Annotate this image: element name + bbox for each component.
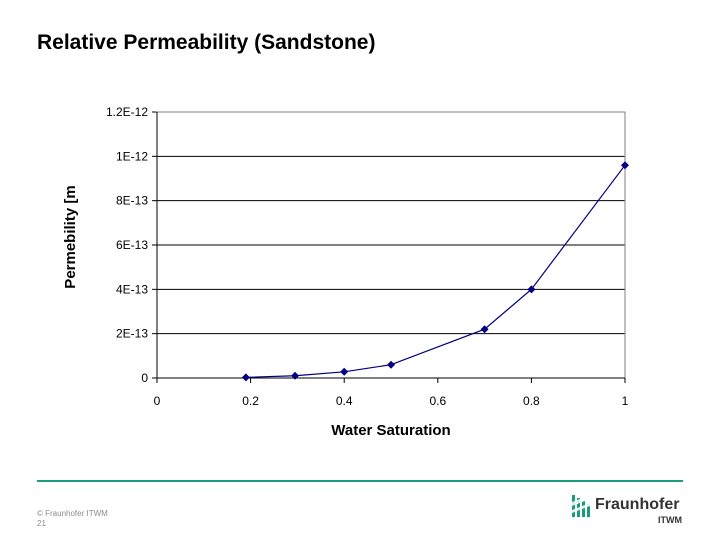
- slide-title: Relative Permeability (Sandstone): [37, 31, 376, 54]
- data-point: [291, 371, 300, 380]
- y-tick-label: 8E-13: [116, 194, 148, 208]
- fraunhofer-logo-icon: [572, 495, 590, 517]
- y-tick-label: 2E-13: [116, 327, 148, 341]
- data-point: [340, 367, 349, 376]
- y-tick-label: 1E-12: [116, 149, 148, 163]
- x-tick-label: 0.6: [429, 394, 446, 408]
- y-tick-label: 1.2E-12: [106, 105, 148, 119]
- y-tick-label: 4E-13: [116, 282, 148, 296]
- x-tick-label: 1: [622, 394, 629, 408]
- y-axis-title: Permebility [m: [62, 185, 79, 288]
- x-tick-label: 0.8: [523, 394, 540, 408]
- fraunhofer-logo: Fraunhofer ITWM: [570, 493, 690, 531]
- x-tick-label: 0.4: [336, 394, 353, 408]
- data-point: [241, 373, 250, 382]
- permeability-chart: 0 2E-13 4E-13 6E-13 8E-13 1E-12 1.2E-12 0 0.2 0.4…: [62, 105, 629, 439]
- data-point: [527, 285, 536, 294]
- x-axis-title: Water Saturation: [331, 422, 450, 439]
- page-number: 21: [37, 519, 46, 528]
- y-tick-label: 6E-13: [116, 238, 148, 252]
- logo-sub: ITWM: [658, 515, 682, 525]
- data-point: [480, 325, 489, 334]
- data-point: [621, 161, 629, 170]
- x-tick-label: 0.2: [242, 394, 259, 408]
- data-point: [387, 360, 395, 369]
- y-tick-label: 0: [141, 371, 148, 385]
- copyright-text: © Fraunhofer ITWM: [37, 509, 108, 518]
- series-line: [245, 164, 626, 378]
- x-tick-label: 0: [154, 394, 161, 408]
- logo-name: Fraunhofer: [595, 496, 680, 513]
- footer: © Fraunhofer ITWM 21: [37, 509, 108, 529]
- footer-divider: [37, 480, 683, 482]
